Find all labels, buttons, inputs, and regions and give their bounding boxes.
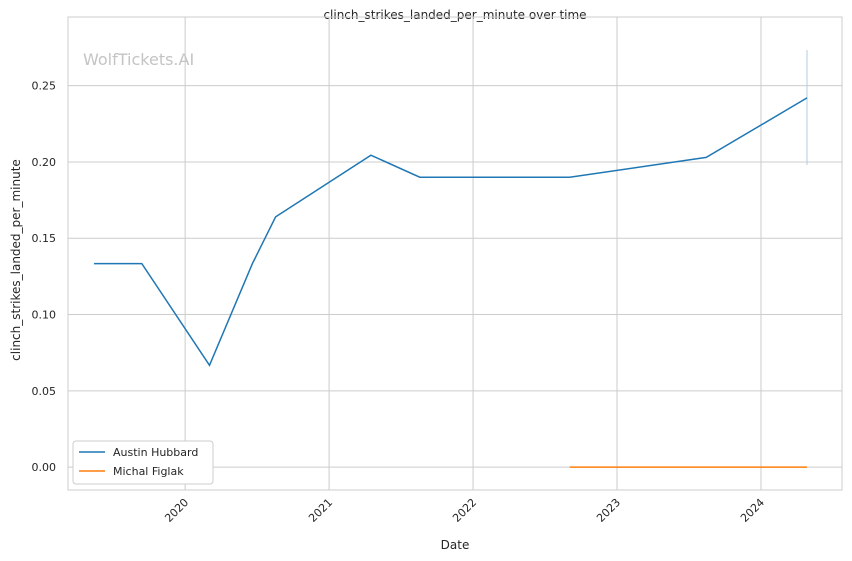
x-tick-label: 2021: [306, 496, 335, 525]
series-layer: [94, 97, 808, 468]
y-tick-label: 0.25: [32, 80, 57, 93]
y-tick-label: 0.15: [32, 232, 57, 245]
x-tick-label: 2022: [450, 496, 479, 525]
y-tick-label: 0.10: [32, 309, 57, 322]
x-tick-label: 2024: [738, 496, 767, 525]
series-line-austin-hubbard: [94, 97, 808, 367]
x-tick-label: 2023: [594, 496, 623, 525]
y-tick-label: 0.00: [32, 461, 57, 474]
x-tick-label: 2020: [162, 496, 191, 525]
legend-box: [72, 440, 214, 485]
y-axis-label: clinch_strikes_landed_per_minute: [9, 159, 23, 361]
watermark: WolfTickets.AI: [83, 50, 194, 69]
plot-frame: [67, 16, 843, 491]
legend-label-austin-hubbard: Austin Hubbard: [113, 446, 198, 459]
legend-label-michal-figlak: Michal Figlak: [113, 465, 184, 478]
chart-title: clinch_strikes_landed_per_minute over ti…: [323, 8, 586, 22]
legend: Austin Hubbard Michal Figlak: [72, 440, 214, 485]
grid: [68, 17, 842, 490]
y-tick-label: 0.20: [32, 156, 57, 169]
x-axis-label: Date: [441, 538, 470, 552]
y-tick-label: 0.05: [32, 385, 57, 398]
